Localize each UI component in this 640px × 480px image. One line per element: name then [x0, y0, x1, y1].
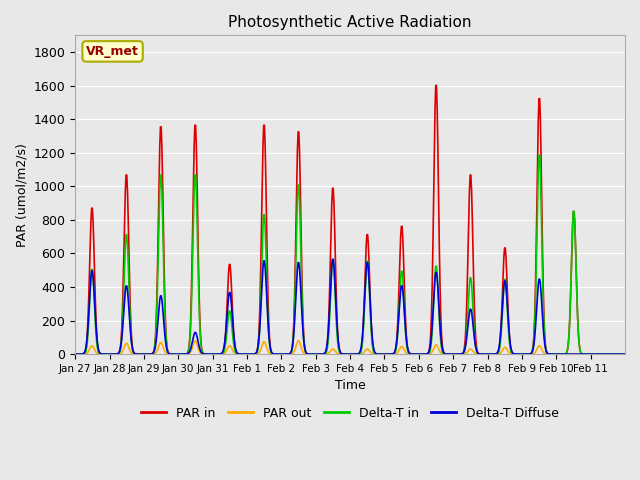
Delta-T in	[237, 351, 244, 357]
Y-axis label: PAR (umol/m2/s): PAR (umol/m2/s)	[15, 143, 28, 247]
PAR out	[553, 351, 561, 357]
Delta-T Diffuse	[438, 345, 446, 350]
PAR in	[407, 351, 415, 357]
PAR out	[136, 351, 143, 357]
PAR in	[285, 351, 292, 357]
Delta-T in	[285, 351, 292, 357]
PAR out	[192, 338, 200, 344]
Delta-T Diffuse	[329, 256, 337, 262]
PAR in	[264, 294, 272, 300]
PAR out	[265, 349, 273, 355]
Delta-T in	[136, 351, 143, 357]
Line: Delta-T in: Delta-T in	[75, 155, 625, 354]
PAR in	[621, 351, 629, 357]
Text: VR_met: VR_met	[86, 45, 139, 58]
Delta-T Diffuse	[264, 319, 272, 325]
Line: PAR out: PAR out	[75, 341, 625, 354]
Delta-T Diffuse	[285, 351, 292, 357]
Delta-T Diffuse	[621, 351, 629, 357]
Title: Photosynthetic Active Radiation: Photosynthetic Active Radiation	[228, 15, 472, 30]
PAR out	[438, 351, 446, 357]
Delta-T in	[71, 351, 79, 357]
Delta-T Diffuse	[136, 351, 143, 357]
PAR out	[237, 351, 245, 357]
Delta-T Diffuse	[553, 351, 561, 357]
Delta-T Diffuse	[237, 351, 244, 357]
PAR out	[71, 351, 79, 357]
Legend: PAR in, PAR out, Delta-T in, Delta-T Diffuse: PAR in, PAR out, Delta-T in, Delta-T Dif…	[136, 402, 564, 425]
PAR out	[408, 351, 415, 357]
PAR out	[285, 351, 293, 357]
PAR in	[136, 351, 143, 357]
PAR in	[237, 351, 244, 357]
PAR in	[433, 83, 440, 88]
Delta-T in	[407, 351, 415, 357]
Delta-T Diffuse	[408, 351, 415, 357]
Delta-T in	[264, 316, 272, 322]
X-axis label: Time: Time	[335, 379, 365, 392]
Line: PAR in: PAR in	[75, 85, 625, 354]
Delta-T in	[536, 152, 543, 158]
PAR out	[621, 351, 629, 357]
Delta-T in	[588, 351, 595, 357]
PAR in	[438, 342, 446, 348]
PAR in	[71, 351, 79, 357]
Line: Delta-T Diffuse: Delta-T Diffuse	[75, 259, 625, 354]
Delta-T Diffuse	[71, 351, 79, 357]
PAR in	[588, 351, 595, 357]
Delta-T in	[438, 345, 445, 350]
Delta-T in	[621, 351, 629, 357]
